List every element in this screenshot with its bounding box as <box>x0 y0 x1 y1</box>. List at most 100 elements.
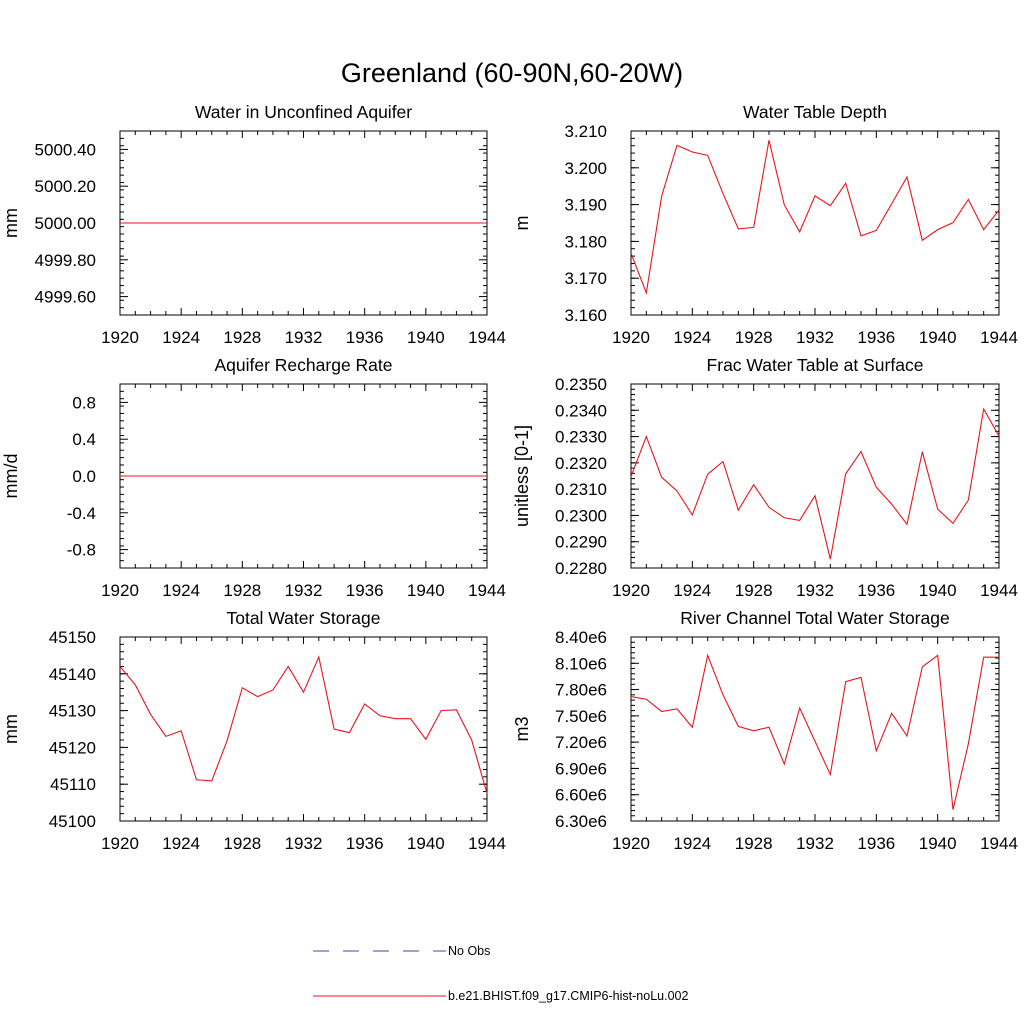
y-tick-label: 45130 <box>49 702 96 721</box>
y-tick-label: 45120 <box>49 738 96 757</box>
legend-label: No Obs <box>448 944 490 958</box>
y-tick-label: 0.0 <box>72 467 96 486</box>
y-tick-label: 0.2350 <box>555 375 607 394</box>
y-tick-label: 45150 <box>49 628 96 647</box>
panel-6: River Channel Total Water Storage m3 1920 1… <box>512 608 1018 853</box>
y-tick-label: 0.4 <box>72 430 96 449</box>
y-axis-label: m3 <box>512 716 532 741</box>
y-tick-label: 0.2330 <box>555 428 607 447</box>
x-tick-label: 1936 <box>346 834 384 853</box>
y-tick-label: 3.170 <box>564 269 607 288</box>
y-tick-label: 3.200 <box>564 159 607 178</box>
plot-frame <box>119 636 488 822</box>
x-tick-label: 1936 <box>857 581 895 600</box>
y-axis-label: mm <box>1 208 21 238</box>
x-tick-label: 1944 <box>468 581 506 600</box>
x-tick-label: 1940 <box>919 834 957 853</box>
series-line <box>119 655 488 794</box>
panel-title: Water Table Depth <box>743 102 887 122</box>
y-tick-label: 3.180 <box>564 232 607 251</box>
y-tick-label: 0.2340 <box>555 401 607 420</box>
x-tick-label: 1924 <box>162 328 200 347</box>
figure-title: Greenland (60-90N,60-20W) <box>341 58 683 88</box>
series-line <box>630 140 1000 296</box>
x-tick-label: 1932 <box>796 328 834 347</box>
panel-title: River Channel Total Water Storage <box>680 608 949 628</box>
y-tick-label: 8.10e6 <box>555 654 607 673</box>
y-tick-label: 6.30e6 <box>555 812 607 831</box>
y-tick-label: -0.8 <box>67 541 96 560</box>
x-tick-label: 1928 <box>223 328 261 347</box>
x-tick-label: 1944 <box>980 834 1018 853</box>
y-tick-label: 0.8 <box>72 393 96 412</box>
x-tick-label: 1944 <box>468 328 506 347</box>
y-tick-label: 45140 <box>49 665 96 684</box>
y-tick-label: 6.60e6 <box>555 786 607 805</box>
y-tick-label: 5000.40 <box>35 140 96 159</box>
legend-entry: b.e21.BHIST.f09_g17.CMIP6-hist-noLu.002 <box>313 989 688 1003</box>
y-tick-label: 7.80e6 <box>555 681 607 700</box>
y-tick-label: 0.2310 <box>555 480 607 499</box>
x-tick-label: 1936 <box>857 834 895 853</box>
panel-5: Total Water Storage mm 1920 1924 1928 1932 193… <box>1 608 506 853</box>
plot-frame <box>630 130 1000 316</box>
panel-3: Aquifer Recharge Rate mm/d 1920 1924 1928 193… <box>1 355 506 600</box>
y-tick-label: 5000.00 <box>35 214 96 233</box>
x-tick-label: 1940 <box>407 834 445 853</box>
x-tick-label: 1944 <box>980 328 1018 347</box>
y-axis-label: mm <box>1 714 21 744</box>
y-tick-label: 0.2280 <box>555 559 607 578</box>
x-tick-label: 1944 <box>468 834 506 853</box>
x-tick-label: 1924 <box>673 834 711 853</box>
y-tick-label: 6.90e6 <box>555 759 607 778</box>
x-tick-label: 1928 <box>735 581 773 600</box>
y-tick-label: 4999.60 <box>35 288 96 307</box>
x-tick-label: 1932 <box>285 328 323 347</box>
x-tick-label: 1928 <box>735 328 773 347</box>
plot-frame <box>630 383 1000 569</box>
x-tick-label: 1940 <box>919 581 957 600</box>
y-tick-label: 45110 <box>50 775 96 794</box>
y-tick-label: 3.190 <box>564 196 607 215</box>
legend-entry: No Obs <box>313 944 490 958</box>
y-tick-label: 0.2300 <box>555 506 607 525</box>
legend: No Obs b.e21.BHIST.f09_g17.CMIP6-hist-noL… <box>313 944 688 1003</box>
x-tick-label: 1928 <box>223 834 261 853</box>
x-tick-label: 1928 <box>223 581 261 600</box>
y-tick-label: 3.210 <box>564 122 607 141</box>
x-tick-label: 1928 <box>735 834 773 853</box>
plot-frame <box>630 636 1000 822</box>
x-tick-label: 1944 <box>980 581 1018 600</box>
x-tick-label: 1940 <box>407 581 445 600</box>
x-tick-label: 1920 <box>612 834 650 853</box>
x-tick-label: 1932 <box>796 834 834 853</box>
y-tick-label: 7.20e6 <box>555 733 607 752</box>
x-tick-label: 1924 <box>162 834 200 853</box>
x-tick-label: 1920 <box>101 834 139 853</box>
x-tick-label: 1932 <box>285 834 323 853</box>
x-tick-label: 1920 <box>101 328 139 347</box>
y-tick-label: -0.4 <box>67 504 96 523</box>
y-tick-label: 4999.80 <box>35 251 96 270</box>
x-tick-label: 1936 <box>346 581 384 600</box>
x-tick-label: 1940 <box>407 328 445 347</box>
series-line <box>630 653 999 810</box>
series-line <box>630 407 1000 560</box>
x-tick-label: 1932 <box>285 581 323 600</box>
panel-4: Frac Water Table at Surface unitless [0-1… <box>512 355 1018 600</box>
x-tick-label: 1920 <box>612 328 650 347</box>
x-tick-label: 1924 <box>162 581 200 600</box>
x-tick-label: 1936 <box>346 328 384 347</box>
panel-title: Aquifer Recharge Rate <box>214 355 392 375</box>
panel-2: Water Table Depth m 1920 1924 1928 1932 1936 19… <box>512 102 1018 347</box>
y-axis-label: unitless [0-1] <box>512 425 532 527</box>
legend-label: b.e21.BHIST.f09_g17.CMIP6-hist-noLu.002 <box>448 989 688 1003</box>
y-axis-label: mm/d <box>1 454 21 499</box>
y-tick-label: 8.40e6 <box>555 628 607 647</box>
panel-title: Total Water Storage <box>226 608 380 628</box>
panel-1: Water in Unconfined Aquifer mm 1920 1924 192… <box>1 102 506 347</box>
y-tick-label: 45100 <box>49 812 96 831</box>
y-tick-label: 0.2320 <box>555 454 607 473</box>
panel-title: Frac Water Table at Surface <box>707 355 924 375</box>
